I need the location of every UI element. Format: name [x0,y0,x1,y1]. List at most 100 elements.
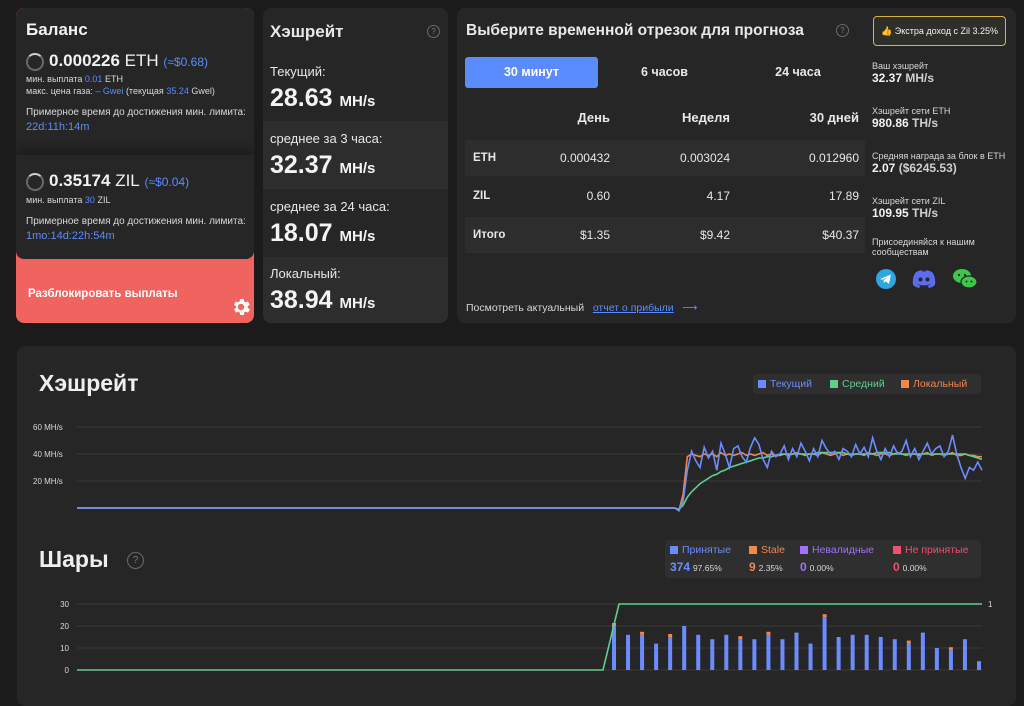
y-tick-label: 40 MH/s [33,450,63,459]
bar-accepted [864,634,869,670]
y-tick-label: 60 MH/s [33,423,63,432]
help-icon[interactable]: ? [127,552,144,569]
zil-balance: 0.35174 ZIL (≈$0.04) [49,171,190,190]
network-hashrate-eth: Хэшрейт сети ETH 980.86 TH/s [872,106,951,130]
row-name: ZIL [473,190,491,202]
profit-report-link[interactable]: отчет о прибыли [592,302,674,314]
y-tick-label: 0 [65,666,70,675]
legend-accepted[interactable]: Принятые [670,544,731,556]
unlock-payouts-button[interactable]: Разблокировать выплаты [28,288,178,300]
hashrate-label: среднее за 24 часа: [270,199,390,214]
eth-balance: 0.000226 ETH (≈$0.68) [49,51,208,70]
legend-stale[interactable]: Stale [749,544,785,556]
bar-stale [738,636,743,640]
telegram-icon[interactable] [875,268,897,290]
series-line-Локальный [77,451,982,512]
help-icon[interactable]: ? [427,25,440,38]
tab-30min[interactable]: 30 минут [465,57,598,88]
y-tick-label: 20 MH/s [33,477,63,486]
join-communities: Присоединяйся к нашим сообществам [872,237,975,257]
cell-value: 0.000432 [559,151,610,165]
tab-24h[interactable]: 24 часа [775,65,821,79]
bar-accepted [906,643,911,670]
forecast-title: Выберите временной отрезок для прогноза [466,22,804,39]
legend-local[interactable]: Локальный [901,378,967,390]
legend-rejected-count: 0 0.00% [893,560,927,574]
eth-loading-icon [26,53,44,71]
hashrate-value: 38.94 MH/s [270,286,376,314]
eth-eta-value: 22d:11h:14m [26,121,90,133]
cell-value: 17.89 [828,189,859,203]
zil-balance-section: 0.35174 ZIL (≈$0.04) мин. выплата 30 ZIL… [16,155,254,259]
tab-6h[interactable]: 6 часов [641,65,688,79]
legend-average[interactable]: Средний [830,378,885,390]
bar-accepted [710,639,715,670]
hashrate-avg-24h: среднее за 24 часа: 18.07 MH/s [263,189,448,257]
shares-chart: 0 10 20 30 1 [60,600,993,675]
balance-title: Баланс [26,20,88,39]
zil-eta-label: Примерное время до достижения мин. лимит… [26,216,246,227]
hashrate-legend: Текущий Средний Локальный [753,374,981,394]
bar-accepted [668,637,673,670]
gear-icon[interactable] [230,296,252,318]
bar-accepted [640,634,645,670]
discord-icon[interactable] [911,268,937,290]
bar-accepted [626,634,631,670]
bar-accepted [654,643,659,670]
eth-balance-section: Баланс 0.000226 ETH (≈$0.68) мин. выплат… [16,8,254,155]
col-day: День [577,110,611,125]
col-30days: 30 дней [809,110,859,125]
cell-value: $1.35 [579,228,610,242]
cell-value: 0.60 [586,189,610,203]
hashrate-avg-3h: среднее за 3 часа: 32.37 MH/s [263,121,448,189]
bar-accepted [612,626,616,670]
bar-accepted [738,639,743,670]
bar-accepted [948,650,953,670]
y-tick-label: 20 [60,622,69,631]
row-name: Итого [473,229,506,241]
cell-value: 4.17 [706,189,730,203]
forecast-row-zil: ZIL 0.60 4.17 17.89 [465,178,865,214]
forecast-row-total: Итого $1.35 $9.42 $40.37 [465,217,865,253]
legend-invalid[interactable]: Невалидные [800,544,874,556]
legend-stale-count: 9 2.35% [749,560,783,574]
bar-stale [822,614,827,618]
cell-value: 0.003024 [679,151,730,165]
bar-accepted [696,634,701,670]
hashrate-value: 18.07 MH/s [270,219,376,247]
bar-accepted [822,617,827,670]
charts-card: Хэшрейт Текущий Средний Локальный 20 MH/… [17,346,1016,706]
block-reward: Средняя награда за блок в ETH 2.07 ($624… [872,151,1006,175]
bar-accepted [836,637,841,670]
eth-min-payout: мин. выплата 0.01 ETH [26,74,123,84]
help-icon[interactable]: ? [836,24,849,37]
legend-rejected[interactable]: Не принятые [893,544,968,556]
hashrate-label: Локальный: [270,266,341,281]
hashrate-local: Локальный: 38.94 MH/s [263,257,448,323]
wechat-icon[interactable] [952,267,978,291]
balance-card: Баланс 0.000226 ETH (≈$0.68) мин. выплат… [16,8,254,323]
legend-current[interactable]: Текущий [758,378,812,390]
bar-accepted [878,637,883,670]
arrow-right-icon: ⟶ [682,302,698,314]
zil-eta-value: 1mo:14d:22h:54m [26,230,115,242]
thumbs-up-icon: 👍 [880,26,893,36]
bar-accepted [808,643,813,670]
cell-value: $9.42 [699,228,730,242]
cell-value: $40.37 [822,228,859,242]
bar-accepted [724,634,729,670]
hashrate-chart-title: Хэшрейт [39,370,139,396]
bar-accepted [934,648,939,670]
profit-report-footer: Посмотреть актуальный отчет о прибыли ⟶ [466,302,698,314]
bar-accepted [682,626,687,670]
bar-accepted [794,632,799,670]
forecast-card: Выберите временной отрезок для прогноза … [457,8,1016,323]
row-name: ETH [473,152,496,164]
hashrate-chart: 20 MH/s 40 MH/s 60 MH/s [33,423,983,512]
hashrate-card: Хэшрейт ? Текущий: 28.63 MH/s среднее за… [263,8,448,323]
hashrate-label: Текущий: [270,64,326,79]
hashrate-current: Текущий: 28.63 MH/s [263,58,448,121]
extra-income-badge[interactable]: 👍 Экстра доход с Zil 3.25% [873,16,1006,46]
bar-stale [906,640,911,644]
bar-accepted [752,639,757,670]
